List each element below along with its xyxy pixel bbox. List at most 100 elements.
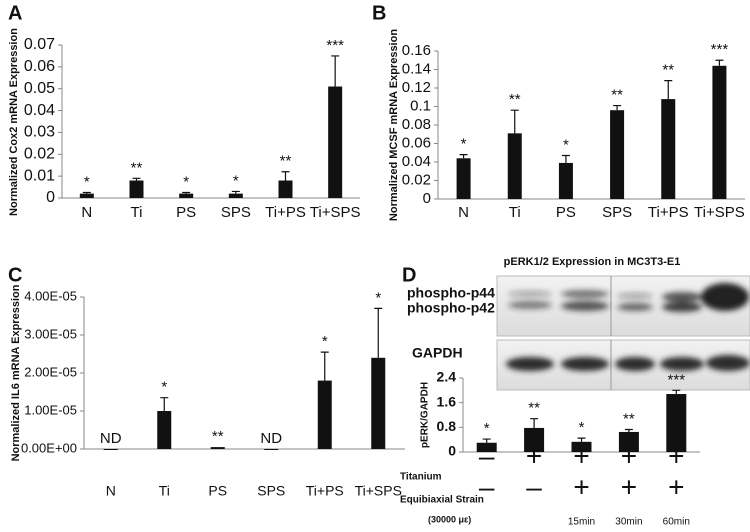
- error-bar: [132, 177, 141, 181]
- time-label: 60min: [663, 517, 690, 528]
- bar: [524, 427, 545, 452]
- bar: [571, 441, 592, 452]
- x-tick-label: PS: [176, 204, 196, 221]
- error-bar: [530, 418, 539, 428]
- y-axis-label: Normalized MCSF mRNA Expression: [388, 29, 400, 221]
- row-label: Titanium: [400, 472, 442, 483]
- significance-label: **: [611, 87, 623, 104]
- blot-title: pERK1/2 Expression in MC3T3-E1: [504, 256, 681, 268]
- y-tick-label: 0.01: [24, 167, 55, 184]
- error-bar: [613, 104, 622, 111]
- x-tick-label: Ti: [131, 204, 143, 221]
- error-bar: [160, 397, 169, 411]
- bar: [712, 65, 727, 199]
- y-tick-label: 1.00E-05: [24, 402, 77, 417]
- bar: [456, 158, 471, 199]
- panel-letter: B: [372, 2, 386, 24]
- error-bar: [374, 307, 383, 358]
- significance-label: **: [662, 62, 674, 79]
- significance-label: *: [563, 136, 569, 153]
- bar: [210, 447, 225, 449]
- error-bar: [577, 437, 586, 442]
- bar: [476, 442, 497, 452]
- treatment-sign: –: [526, 471, 542, 502]
- treatment-sign: –: [479, 440, 495, 471]
- significance-label: *: [84, 174, 90, 191]
- y-tick-label: 0.04: [402, 153, 431, 170]
- treatment-sign: +: [668, 440, 684, 471]
- panel-letter: D: [402, 264, 416, 286]
- y-tick-label: 2.4: [437, 369, 457, 385]
- row-label: Equibiaxial Strain: [400, 495, 484, 506]
- treatment-sign: +: [621, 440, 637, 471]
- treatment-sign: +: [573, 440, 589, 471]
- treatment-sign: +: [621, 471, 637, 502]
- bar: [157, 411, 172, 449]
- y-tick-label: 0: [46, 189, 55, 206]
- panel-letter: C: [8, 264, 22, 286]
- y-axis-label: pERK/GAPDH: [420, 382, 431, 448]
- significance-label: *: [461, 136, 467, 153]
- y-axis-label: Normalized Cox2 mRNA Expression: [8, 28, 20, 216]
- significance-label: **: [280, 153, 292, 170]
- y-tick-label: 3.00E-05: [24, 326, 77, 341]
- strain-note: (30000 με): [428, 514, 471, 524]
- significance-label: ND: [100, 430, 122, 447]
- error-bar: [281, 171, 290, 181]
- treatment-sign: +: [668, 471, 684, 502]
- x-tick-label: N: [458, 204, 469, 221]
- bar: [79, 193, 94, 198]
- x-tick-label: Ti+PS: [648, 204, 689, 221]
- y-tick-label: 1.6: [437, 393, 457, 409]
- x-tick-label: PS: [208, 483, 227, 499]
- y-tick-label: 0.16: [402, 42, 431, 59]
- western-blot: [496, 275, 750, 391]
- error-bar: [510, 109, 519, 134]
- y-tick-label: 0.06: [402, 134, 431, 151]
- x-tick-label: SPS: [602, 204, 632, 221]
- x-tick-label: SPS: [257, 483, 285, 499]
- significance-label: **: [131, 159, 143, 176]
- treatment-sign: +: [573, 471, 589, 502]
- significance-label: *: [322, 333, 328, 350]
- y-tick-label: 0.00E+00: [21, 440, 77, 455]
- bar: [661, 99, 676, 199]
- significance-label: **: [528, 400, 540, 417]
- y-axis-label: Normalized IL6 mRNA Expression: [10, 284, 22, 461]
- treatment-sign: +: [526, 440, 542, 471]
- blot-label: GAPDH: [412, 345, 463, 361]
- error-bar: [231, 190, 240, 194]
- error-bar: [664, 80, 673, 100]
- significance-label: **: [623, 410, 635, 427]
- significance-label: *: [375, 289, 381, 306]
- y-tick-label: 0.02: [402, 171, 431, 188]
- bar: [103, 449, 118, 450]
- error-bar: [82, 191, 91, 194]
- time-label: 15min: [568, 517, 595, 528]
- bar: [179, 193, 194, 198]
- x-tick-label: Ti+PS: [265, 204, 306, 221]
- significance-label: *: [161, 379, 167, 396]
- y-tick-label: 0.03: [24, 124, 55, 141]
- error-bar: [672, 389, 681, 395]
- bar: [129, 180, 144, 198]
- y-tick-label: 0.12: [402, 79, 431, 96]
- error-bar: [561, 154, 570, 163]
- significance-label: *: [233, 172, 239, 189]
- bar: [507, 133, 522, 199]
- y-tick-label: 0.14: [402, 60, 431, 77]
- x-tick-label: Ti+PS: [306, 483, 344, 499]
- x-tick-label: Ti+SPS: [310, 204, 361, 221]
- error-bar: [182, 191, 191, 194]
- x-tick-label: Ti+SPS: [355, 483, 402, 499]
- significance-label: **: [212, 428, 224, 445]
- bar: [278, 180, 293, 198]
- y-tick-label: 2.00E-05: [24, 364, 77, 379]
- significance-label: ND: [260, 430, 282, 447]
- error-bar: [320, 351, 329, 381]
- significance-label: ***: [668, 371, 686, 388]
- y-tick-label: 0.02: [24, 146, 55, 163]
- y-tick-label: 0.08: [402, 116, 431, 133]
- bar: [328, 86, 343, 198]
